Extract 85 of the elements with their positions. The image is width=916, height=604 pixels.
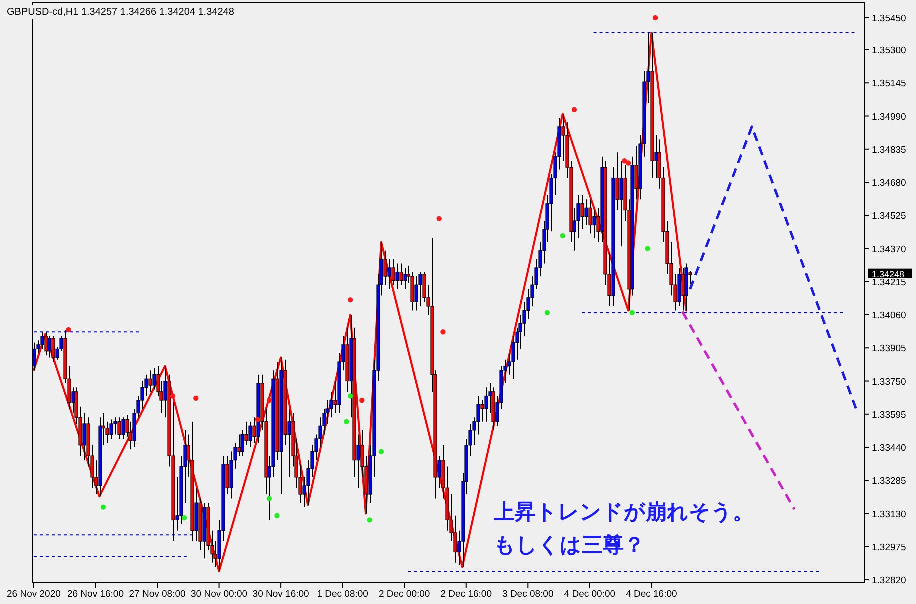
y-tick-label: 1.34215 bbox=[872, 277, 906, 288]
candlestick bbox=[620, 160, 624, 248]
candlestick bbox=[414, 276, 418, 312]
chart-title: GBPUSD-cd,H1 1.34257 1.34266 1.34204 1.34248 bbox=[7, 7, 235, 18]
point bbox=[66, 327, 72, 333]
candlestick bbox=[400, 263, 404, 286]
point bbox=[344, 419, 350, 424]
candlestick bbox=[248, 421, 252, 448]
point bbox=[266, 398, 272, 404]
x-tick-label: 2 Dec 00:00 bbox=[378, 589, 430, 600]
x-tick-label: 4 Dec 00:00 bbox=[564, 589, 616, 600]
point bbox=[544, 310, 550, 316]
candlestick bbox=[152, 368, 156, 390]
candlestick bbox=[110, 419, 114, 440]
line-series bbox=[32, 32, 688, 572]
candlestick bbox=[592, 210, 596, 239]
point bbox=[266, 496, 272, 502]
candlestick bbox=[384, 250, 388, 286]
point bbox=[348, 297, 354, 303]
x-tick-label: 2 Dec 16:00 bbox=[440, 589, 492, 600]
y-tick-label: 1.33750 bbox=[872, 376, 906, 388]
y-tick-label: 1.34060 bbox=[872, 310, 906, 322]
point bbox=[194, 396, 199, 401]
y-tick-label: 1.35300 bbox=[872, 46, 906, 57]
x-tick-label: 30 Nov 16:00 bbox=[252, 589, 310, 600]
candlestick bbox=[584, 199, 588, 226]
y-tick-label: 1.34835 bbox=[872, 144, 906, 156]
x-tick-label: 26 Nov 2020 bbox=[7, 589, 61, 600]
y-tick-label: 1.32820 bbox=[872, 576, 906, 587]
y-tick-label: 1.34370 bbox=[872, 244, 906, 256]
y-tick-label: 1.35145 bbox=[872, 78, 906, 90]
candlestick bbox=[48, 336, 52, 358]
point bbox=[100, 504, 106, 510]
candlestick bbox=[588, 199, 592, 234]
candlestick bbox=[396, 263, 400, 290]
x-tick-label: 26 Nov 16:00 bbox=[67, 589, 124, 600]
y-tick-label: 1.33440 bbox=[872, 443, 906, 454]
y-tick-label: 1.35450 bbox=[872, 13, 906, 24]
point bbox=[255, 417, 260, 422]
y-tick-label: 1.33285 bbox=[872, 476, 906, 488]
x-tick-label: 27 Nov 08:00 bbox=[129, 589, 186, 600]
point bbox=[348, 394, 354, 399]
x-tick-label: 30 Nov 00:00 bbox=[191, 589, 248, 600]
candlestick bbox=[484, 387, 488, 422]
point bbox=[360, 398, 365, 404]
point bbox=[182, 515, 188, 521]
point bbox=[645, 246, 650, 252]
point bbox=[378, 449, 384, 454]
candlestick bbox=[388, 258, 392, 290]
candlestick bbox=[40, 332, 44, 350]
point bbox=[170, 394, 176, 399]
point bbox=[560, 233, 566, 239]
candlestick bbox=[122, 417, 126, 440]
point bbox=[630, 310, 635, 316]
point bbox=[622, 158, 628, 164]
candlestick bbox=[480, 400, 484, 422]
point bbox=[436, 216, 442, 222]
x-tick-label: 1 Dec 08:00 bbox=[317, 589, 368, 600]
candlestick bbox=[418, 272, 422, 307]
candlestick bbox=[114, 417, 118, 436]
point bbox=[572, 107, 578, 112]
annotation: もしくは三尊？ bbox=[494, 533, 645, 557]
candlestick bbox=[148, 370, 152, 392]
y-tick-label: 1.34525 bbox=[872, 211, 906, 222]
y-tick-label: 1.34990 bbox=[872, 112, 906, 123]
annotation: 上昇トレンドが崩れそう。 bbox=[493, 500, 754, 524]
y-tick-label: 1.33905 bbox=[872, 344, 906, 355]
candlestick bbox=[82, 412, 86, 461]
candlestick bbox=[118, 417, 122, 440]
candlestick bbox=[580, 194, 584, 230]
y-tick-label: 1.33130 bbox=[872, 509, 906, 520]
x-tick-label: 3 Dec 08:00 bbox=[502, 589, 554, 600]
point bbox=[652, 15, 658, 21]
point bbox=[626, 160, 632, 166]
y-tick-label: 1.32975 bbox=[872, 542, 906, 554]
y-tick-label: 1.34680 bbox=[872, 178, 906, 190]
candlestick bbox=[404, 267, 408, 290]
x-tick-label: 4 Dec 16:00 bbox=[626, 589, 678, 600]
y-tick-label: 1.33595 bbox=[872, 410, 906, 421]
candlestick bbox=[52, 336, 56, 363]
text: 1.34248 bbox=[872, 269, 905, 280]
point bbox=[367, 518, 372, 523]
point bbox=[440, 330, 446, 335]
point bbox=[274, 513, 280, 518]
candlestick bbox=[392, 258, 396, 286]
